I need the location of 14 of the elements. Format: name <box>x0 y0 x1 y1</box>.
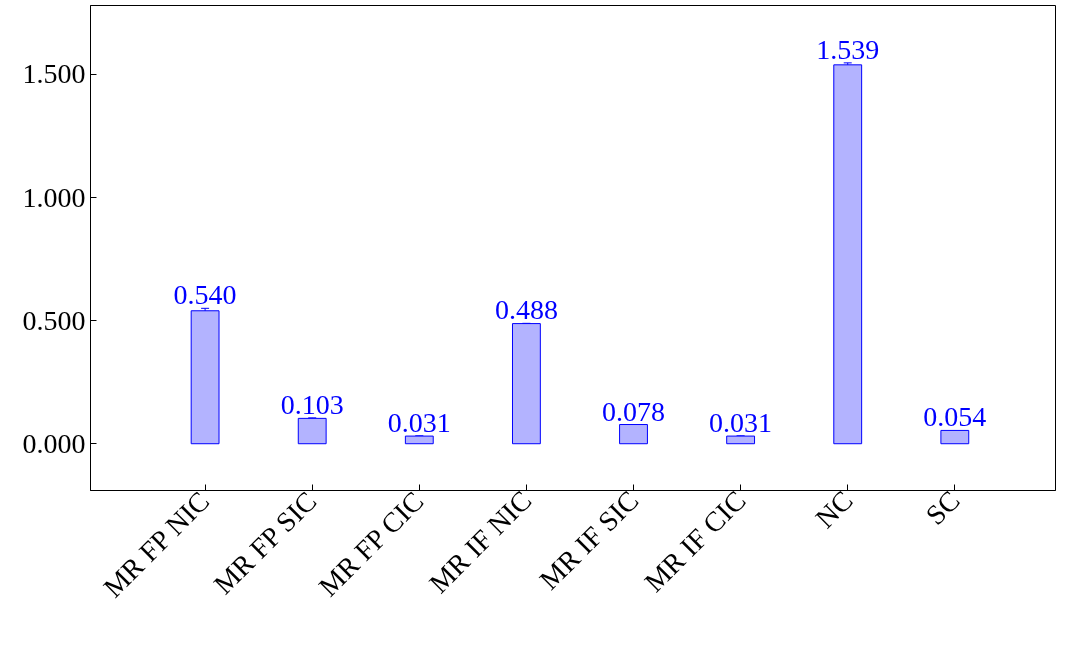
data-label: 0.078 <box>602 395 666 427</box>
x-tick-label: NC <box>809 484 859 534</box>
data-label: 0.488 <box>494 294 558 326</box>
data-label: 0.054 <box>923 401 987 433</box>
y-tick-label: 1.000 <box>22 181 86 213</box>
data-label: 0.031 <box>387 406 451 438</box>
y-tick-label: 0.000 <box>22 427 86 459</box>
data-label: 0.031 <box>709 406 773 438</box>
data-label: 0.540 <box>173 279 237 311</box>
data-label: 1.539 <box>816 33 880 65</box>
y-tick-label: 0.500 <box>22 304 86 336</box>
y-tick-label: 1.500 <box>22 58 86 90</box>
x-tick-label: SC <box>919 484 966 531</box>
data-label: 0.103 <box>280 388 344 420</box>
